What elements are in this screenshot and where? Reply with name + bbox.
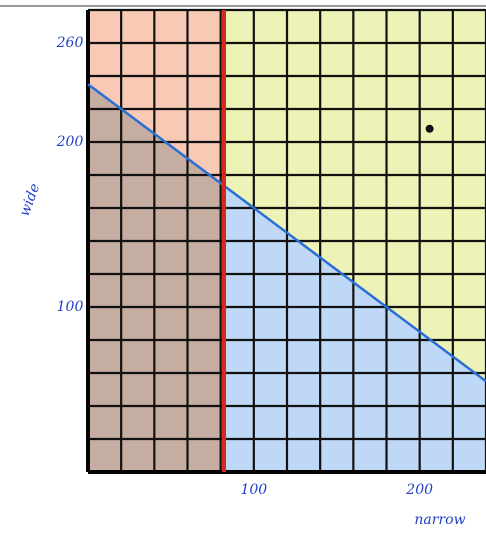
- y-tick-label: 260: [56, 35, 84, 51]
- y-tick-label: 100: [57, 299, 84, 315]
- x-tick-label: 200: [405, 482, 433, 498]
- point: [426, 125, 434, 133]
- chart: narrow wide 100200260100200: [0, 0, 486, 535]
- y-tick-label: 200: [56, 134, 84, 150]
- x-tick-label: 100: [240, 482, 267, 498]
- x-axis-label: narrow: [414, 512, 465, 528]
